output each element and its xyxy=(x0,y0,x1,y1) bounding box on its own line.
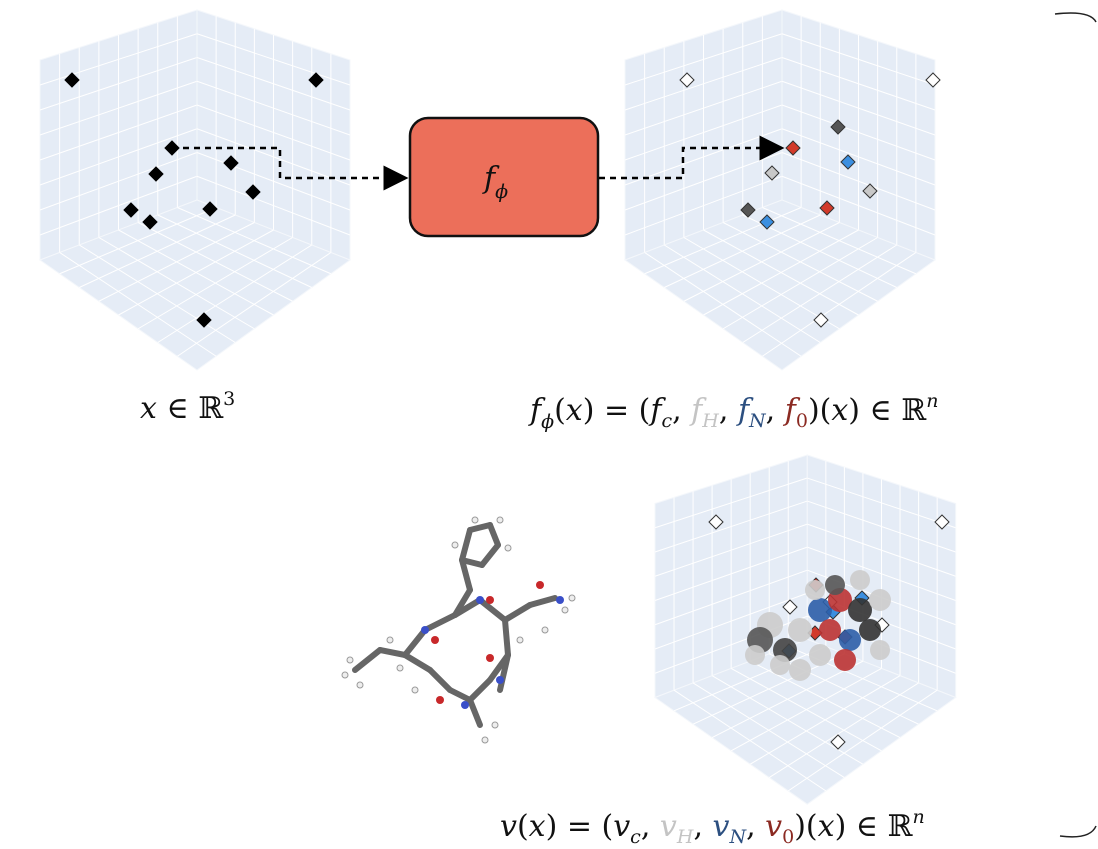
atom xyxy=(850,570,870,590)
atom xyxy=(486,654,494,662)
f-formula: fϕ(x) = (fc, fH, fN, f0)(x) ∈ ℝn xyxy=(528,390,938,433)
bond xyxy=(505,620,508,655)
bond xyxy=(470,525,490,530)
atom xyxy=(562,607,568,613)
atom xyxy=(770,655,790,675)
atom xyxy=(536,581,544,589)
atom xyxy=(517,637,523,643)
atom xyxy=(461,701,469,709)
bond xyxy=(405,655,430,670)
bond xyxy=(462,530,470,560)
atom xyxy=(421,626,429,634)
brace xyxy=(1055,13,1096,22)
network-box xyxy=(410,118,598,236)
atom xyxy=(788,618,812,642)
atom xyxy=(342,672,348,678)
bond xyxy=(430,670,450,690)
atom xyxy=(387,637,393,643)
atom xyxy=(869,589,891,611)
input-label: x ∈ ℝ3 xyxy=(140,388,235,426)
bond xyxy=(482,545,498,565)
page: {"input_label": ["x", " ∈ ℝ", "3"], "box… xyxy=(0,0,1098,849)
atom xyxy=(745,645,765,665)
bond xyxy=(470,680,490,700)
atom xyxy=(347,657,353,663)
atom xyxy=(870,640,890,660)
atom xyxy=(859,619,881,641)
bond xyxy=(405,630,425,655)
atom xyxy=(848,598,872,622)
atom xyxy=(497,517,503,523)
atom xyxy=(825,575,845,595)
brace xyxy=(1060,826,1096,837)
atom xyxy=(839,629,861,651)
atom xyxy=(556,596,564,604)
bond xyxy=(425,615,455,630)
atom xyxy=(486,596,494,604)
bond xyxy=(505,605,530,620)
atom xyxy=(412,687,418,693)
atom xyxy=(431,636,439,644)
bond xyxy=(490,525,498,545)
atom xyxy=(476,596,484,604)
atom xyxy=(819,619,841,641)
atom xyxy=(357,682,363,688)
atom xyxy=(496,676,504,684)
bond xyxy=(450,690,470,700)
atom xyxy=(805,580,825,600)
atom xyxy=(809,644,831,666)
atom xyxy=(472,517,478,523)
atom xyxy=(834,649,856,671)
atom xyxy=(542,627,548,633)
atom xyxy=(789,659,811,681)
v-formula: v(x) = (vc, vH, vN, v0)(x) ∈ ℝn xyxy=(500,806,925,848)
atom xyxy=(492,722,498,728)
atom xyxy=(397,665,403,671)
bond xyxy=(530,598,555,605)
atom xyxy=(482,737,488,743)
atom xyxy=(569,595,575,601)
atom xyxy=(452,542,458,548)
figure: fϕ x ∈ ℝ3 fϕ(x) = (fc, fH, fN, f0)(x) ∈ … xyxy=(0,0,1098,849)
atom xyxy=(505,545,511,551)
atom xyxy=(436,696,444,704)
bond xyxy=(470,700,480,725)
bond xyxy=(355,650,380,670)
bond xyxy=(380,650,405,655)
